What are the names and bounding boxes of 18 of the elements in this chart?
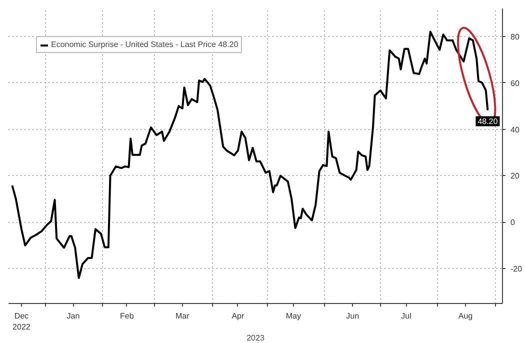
- y-tick-label: 0: [510, 218, 516, 228]
- x-axis-title: 2023: [246, 333, 265, 342]
- x-tick-label: Dec 2022: [12, 312, 31, 332]
- x-tick-label: Feb: [120, 312, 134, 320]
- y-tick-label: 80: [510, 32, 520, 42]
- x-tick-label: Jun: [346, 312, 360, 320]
- x-tick-label: Apr: [232, 312, 244, 320]
- x-tick-label: Aug: [458, 312, 473, 320]
- x-tick-label: Jan: [66, 312, 80, 320]
- annotation: 48.20: [478, 117, 498, 126]
- x-tick-label: May: [286, 312, 301, 320]
- x-tick-label: Jul: [401, 312, 412, 320]
- y-tick-label: -20: [510, 264, 523, 274]
- x-tick-label: Mar: [176, 312, 190, 320]
- y-tick-label: 60: [510, 78, 520, 88]
- legend-label: Economic Surprise - United States - Last Price 48.20: [51, 40, 238, 49]
- y-tick-label: 20: [510, 172, 520, 181]
- y-tick-label: 40: [510, 125, 520, 134]
